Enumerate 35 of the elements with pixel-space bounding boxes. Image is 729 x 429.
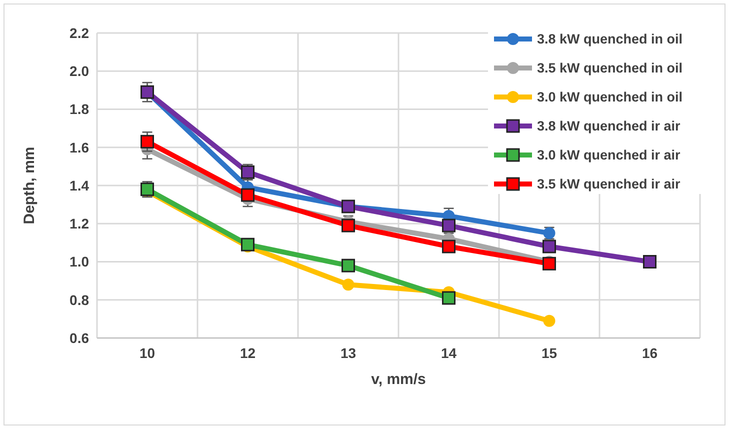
point [342,278,354,291]
point [442,291,456,305]
y-axis-title: Depth, mm [21,146,38,224]
legend-label: 3.5 kW quenched in oil [537,60,683,76]
x-tick-label: 15 [541,345,558,361]
point [342,258,355,272]
x-tick-label: 14 [440,345,457,361]
point [542,240,556,254]
y-tick-label: 2.2 [70,24,90,41]
x-tick-label: 10 [139,345,156,361]
x-axis-title: v, mm/s [371,371,426,388]
point [442,218,456,232]
y-tick-label: 2.0 [70,63,90,80]
y-tick-label: 1.4 [70,177,90,194]
point [643,255,656,268]
y-tick-label: 1.0 [70,254,90,270]
x-tick-label: 12 [240,345,256,361]
point [543,314,556,327]
x-tick-label: 13 [340,345,356,361]
legend-label: 3.8 kW quenched ir air [537,118,682,134]
point [241,238,254,252]
y-tick-label: 1.2 [70,216,90,232]
point [140,134,154,148]
legend-label: 3.0 kW quenched in oil [537,90,683,105]
point [442,240,456,254]
legend-label: 3.0 kW quenched ir air [537,148,682,163]
x-tick-label: 16 [642,345,658,361]
point [542,256,556,270]
y-tick-label: 1.6 [70,139,90,156]
y-tick-label: 1.8 [70,101,90,118]
y-tick-label: 0.6 [70,330,90,346]
legend-label: 3.8 kW quenched in oil [537,32,683,47]
point [342,218,355,232]
legend-label: 3.5 kW quenched ir air [537,176,682,192]
y-tick-label: 0.8 [70,292,90,308]
